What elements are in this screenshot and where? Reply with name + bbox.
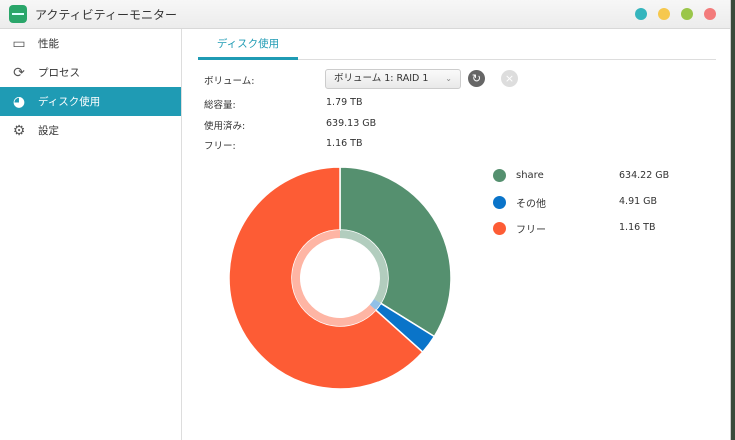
sidebar-item-disk-usage[interactable]: ◕ ディスク使用 — [0, 87, 181, 116]
legend-label: share — [516, 170, 544, 181]
legend-label: フリー — [516, 225, 546, 236]
restore-button[interactable] — [681, 8, 693, 20]
sidebar-item-label: プロセス — [38, 67, 80, 79]
title-bar: アクティビティーモニター — [0, 0, 730, 29]
disk-usage-donut-chart — [228, 166, 452, 390]
close-button[interactable] — [704, 8, 716, 20]
sidebar-item-label: ディスク使用 — [38, 96, 101, 108]
legend-swatch — [493, 222, 506, 235]
volume-select[interactable]: ボリューム 1: RAID 1 ⌄ — [325, 69, 461, 89]
used-label: 使用済み: — [204, 121, 246, 132]
minimize-button[interactable] — [635, 8, 647, 20]
legend-item-share: share — [493, 169, 544, 182]
used-value: 639.13 GB — [326, 118, 377, 129]
sidebar-item-process[interactable]: ⟳ プロセス — [0, 58, 181, 87]
legend-value: 1.16 TB — [619, 222, 656, 233]
disk-usage-icon: ◕ — [12, 93, 26, 110]
pie-slice-2[interactable] — [228, 166, 424, 390]
legend-item-free: フリー — [493, 221, 546, 236]
pie-slice-0[interactable] — [339, 166, 452, 338]
maximize-button[interactable] — [658, 8, 670, 20]
free-value: 1.16 TB — [326, 138, 363, 149]
legend-value: 634.22 GB — [619, 170, 670, 181]
volume-select-value: ボリューム 1: RAID 1 — [334, 73, 429, 84]
legend-value: 4.91 GB — [619, 196, 658, 207]
legend-swatch — [493, 196, 506, 209]
eject-button[interactable]: × — [501, 70, 518, 87]
legend-swatch — [493, 169, 506, 182]
pie-inner-ring-1[interactable] — [369, 299, 381, 311]
volume-label: ボリューム: — [204, 76, 255, 87]
sidebar-item-label: 設定 — [38, 125, 59, 137]
app-icon — [9, 5, 27, 23]
gear-icon: ⚙ — [12, 122, 26, 139]
pie-inner-ring-2[interactable] — [292, 230, 376, 326]
sidebar: ▭ 性能 ⟳ プロセス ◕ ディスク使用 ⚙ 設定 — [0, 29, 182, 440]
sidebar-item-label: 性能 — [38, 38, 59, 50]
sidebar-item-settings[interactable]: ⚙ 設定 — [0, 116, 181, 145]
chevron-down-icon: ⌄ — [445, 74, 452, 83]
refresh-button[interactable]: ↻ — [468, 70, 485, 87]
legend-item-other: その他 — [493, 195, 546, 210]
tab-disk-usage[interactable]: ディスク使用 — [198, 29, 298, 60]
free-label: フリー: — [204, 141, 236, 152]
total-capacity-label: 総容量: — [204, 100, 236, 111]
legend-label: その他 — [516, 199, 546, 210]
performance-icon: ▭ — [12, 35, 26, 52]
main-panel: ディスク使用 ボリューム: ボリューム 1: RAID 1 ⌄ ↻ × 総容量: … — [183, 29, 730, 440]
window-title: アクティビティーモニター — [35, 7, 177, 22]
sidebar-item-performance[interactable]: ▭ 性能 — [0, 29, 181, 58]
process-icon: ⟳ — [13, 64, 25, 81]
total-capacity-value: 1.79 TB — [326, 97, 363, 108]
pie-inner-ring-0[interactable] — [340, 230, 388, 304]
